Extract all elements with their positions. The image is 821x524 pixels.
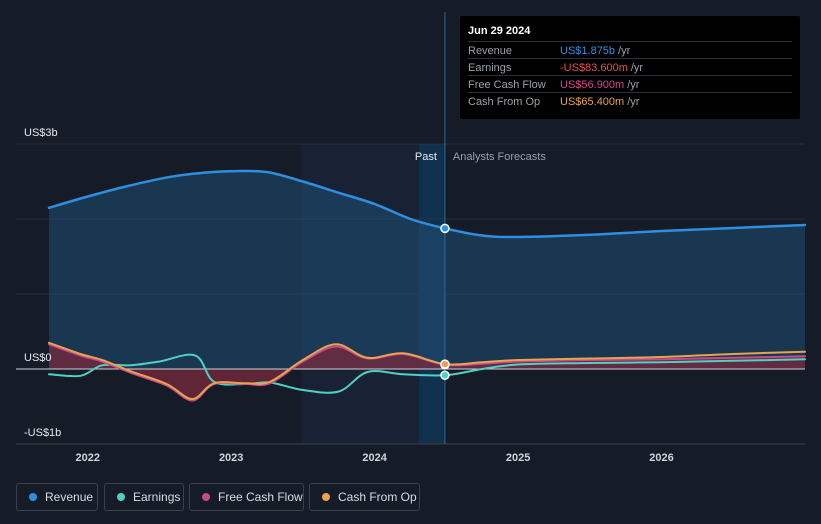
legend-item-revenue[interactable]: Revenue xyxy=(16,483,98,511)
revenue-area xyxy=(49,170,805,369)
legend-item-earnings[interactable]: Earnings xyxy=(104,483,184,511)
legend-label: Free Cash Flow xyxy=(218,490,303,504)
tooltip-label: Revenue xyxy=(468,45,513,57)
legend-label: Earnings xyxy=(133,490,181,504)
cash-from-op-marker xyxy=(440,359,450,369)
earnings-marker xyxy=(440,370,450,381)
tooltip-value: US$65.400m/yr xyxy=(560,96,640,108)
tooltip-row-free-cash-flow: Free Cash Flow US$56.900m/yr xyxy=(468,75,792,93)
free-cash-flow-line xyxy=(48,343,806,402)
x-axis-labels: 2022 2023 2024 2025 2026 xyxy=(75,452,673,464)
legend-dot-icon xyxy=(117,493,125,501)
x-tick-label: 2025 xyxy=(506,452,530,464)
legend-dot-icon xyxy=(29,493,37,501)
revenue-marker xyxy=(440,223,450,234)
series-markers xyxy=(440,223,450,381)
y-axis-labels: US$3b US$0 -US$1b xyxy=(24,127,61,439)
tooltip-value: US$1.875b/yr xyxy=(560,45,631,57)
tooltip-date: Jun 29 2024 xyxy=(468,25,531,37)
x-tick-label: 2024 xyxy=(362,452,387,464)
y-tick-label: -US$1b xyxy=(24,427,61,439)
series-areas xyxy=(49,170,805,401)
tooltip-value: -US$83.600m/yr xyxy=(560,62,644,74)
free-cash-flow-area xyxy=(49,344,805,401)
tooltip-value: US$56.900m/yr xyxy=(560,79,640,91)
tooltip-label: Earnings xyxy=(468,62,512,74)
series-lines xyxy=(47,169,807,402)
legend-label: Revenue xyxy=(45,490,94,504)
x-tick-label: 2023 xyxy=(219,452,243,464)
past-label: Past xyxy=(415,151,437,163)
tooltip-row-earnings: Earnings -US$83.600m/yr xyxy=(468,58,792,76)
earnings-line xyxy=(48,353,806,394)
y-tick-label: US$0 xyxy=(24,352,52,364)
revenue-line xyxy=(47,169,807,239)
cash-from-op-line xyxy=(48,341,806,401)
legend-item-free-cash-flow[interactable]: Free Cash Flow xyxy=(189,483,304,511)
legend-dot-icon xyxy=(202,493,210,501)
x-tick-label: 2026 xyxy=(649,452,673,464)
legend-item-cash-from-op[interactable]: Cash From Op xyxy=(309,483,420,511)
y-tick-label: US$3b xyxy=(24,127,58,139)
tooltip-row-revenue: Revenue US$1.875b/yr xyxy=(468,41,792,59)
tooltip-label: Free Cash Flow xyxy=(468,79,546,91)
legend-label: Cash From Op xyxy=(338,490,417,504)
legend-dot-icon xyxy=(322,493,330,501)
tooltip-label: Cash From Op xyxy=(468,96,541,108)
tooltip: Jun 29 2024 Revenue US$1.875b/yr Earning… xyxy=(460,16,800,119)
tooltip-row-cash-from-op: Cash From Op US$65.400m/yr xyxy=(468,92,792,110)
x-tick-label: 2022 xyxy=(75,452,99,464)
forecast-label: Analysts Forecasts xyxy=(453,151,546,163)
